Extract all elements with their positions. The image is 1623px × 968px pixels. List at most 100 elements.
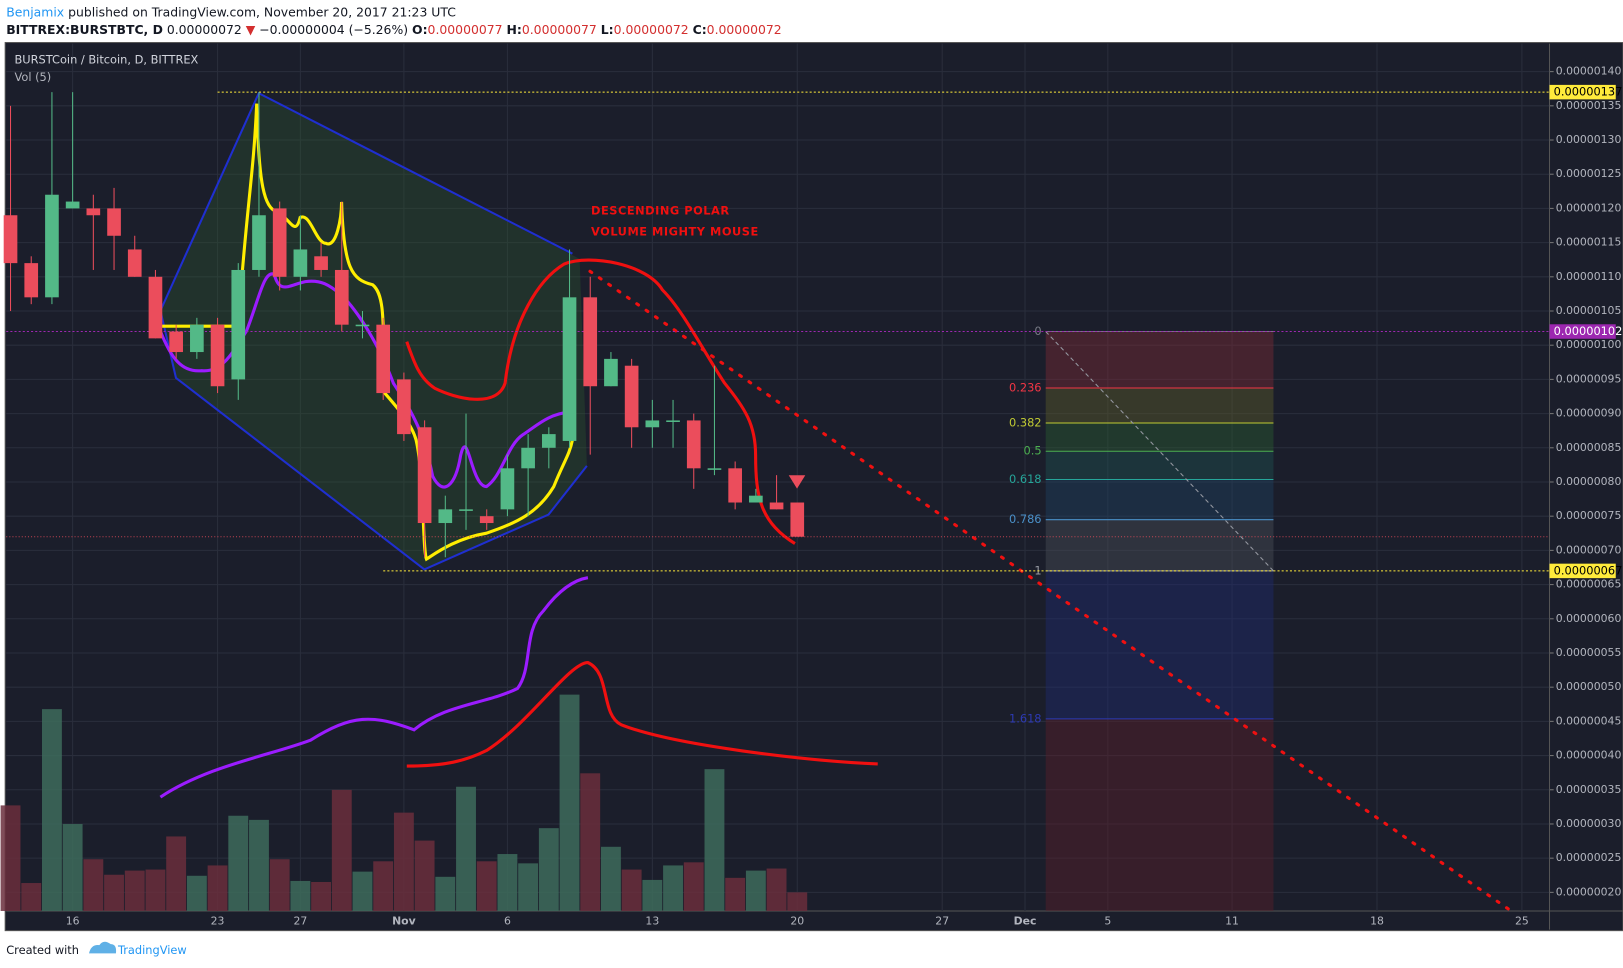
candle-body: [500, 468, 515, 510]
candle-body: [728, 468, 742, 503]
y-tick-label: 0.00000095: [1556, 372, 1622, 385]
volume-bar: [683, 862, 704, 911]
sell-marker: [788, 475, 806, 489]
y-tick-label: 0.00000025: [1556, 851, 1622, 864]
candle-body: [45, 194, 59, 298]
candle-body: [479, 516, 494, 524]
candle-body: [604, 358, 618, 387]
volume-label: Vol (5): [14, 70, 51, 84]
fib-zone: [1045, 718, 1274, 911]
volume-bar: [186, 875, 207, 911]
footer-brand[interactable]: TradingView: [117, 943, 187, 957]
candle-body: [769, 502, 784, 510]
author[interactable]: Benjamix: [6, 4, 64, 19]
volume-bar: [269, 859, 290, 911]
ohlc-key: O:: [412, 22, 428, 37]
volume-bar: [62, 824, 83, 911]
candle-body: [65, 201, 80, 209]
price-tag-label: 0.00000137: [1554, 85, 1623, 99]
yellow-curve: [160, 103, 574, 562]
candle-body: [314, 256, 328, 270]
candle-body: [438, 509, 453, 524]
volume-bar: [228, 815, 249, 911]
candle-body: [790, 502, 805, 537]
volume-bar: [311, 881, 332, 911]
volume-bar: [145, 869, 166, 911]
volume-bar: [559, 694, 580, 911]
volume-bar: [580, 773, 601, 911]
candle-body: [190, 324, 204, 353]
y-tick-label: 0.00000040: [1556, 749, 1622, 762]
last: 0.00000072: [167, 22, 242, 37]
price-tag-label: 0.00000067: [1554, 563, 1623, 577]
candle-body: [749, 495, 763, 503]
fib-trend: [1045, 331, 1274, 572]
x-tick-label: 6: [504, 914, 511, 927]
x-tick-label: 18: [1370, 914, 1384, 927]
candle-body: [562, 297, 577, 441]
x-tick-label: 11: [1225, 914, 1239, 927]
y-tick-label: 0.00000115: [1556, 236, 1622, 249]
candle-body: [169, 331, 183, 353]
y-tick-label: 0.00000055: [1556, 646, 1622, 659]
y-tick-label: 0.00000020: [1556, 885, 1622, 898]
volume-bar: [663, 865, 683, 911]
plot: 0.00000020 0.00000025 0.00000030 0.00000035…: [0, 43, 1623, 930]
volume-bar: [766, 868, 787, 911]
candle-body: [107, 208, 121, 236]
volume-bar: [414, 840, 435, 911]
fib-label: 0.5: [1023, 444, 1041, 458]
candle-body: [272, 208, 287, 277]
volume-bar: [704, 769, 725, 911]
candle-body: [397, 379, 411, 435]
volume-bar: [207, 865, 228, 911]
candle-body: [293, 249, 308, 277]
ohlc-key: C:: [693, 22, 707, 37]
red-volume-curve: [406, 660, 878, 768]
volume-bar: [393, 812, 414, 911]
ohlc-value: 0.00000077: [428, 22, 503, 37]
publish-line: Benjamix published on TradingView.com, N…: [6, 4, 456, 19]
candle-body: [583, 297, 598, 387]
fib-zone: [1045, 519, 1274, 571]
fib-label: 0.786: [1009, 512, 1042, 526]
annotation: VOLUME MIGHTY MOUSE: [591, 224, 759, 238]
candle-body: [334, 269, 349, 325]
y-tick-label: 0.00000090: [1556, 407, 1622, 420]
volume-bar: [621, 869, 642, 911]
y-tick-label: 0.00000035: [1556, 783, 1622, 796]
volume-bar: [21, 883, 42, 911]
volume-bar: [373, 861, 394, 911]
volume-bar: [497, 854, 518, 911]
descending-trend: [588, 269, 1513, 913]
symbol: BITTREX:BURSTBTC, D: [6, 22, 163, 37]
candle-body: [127, 249, 142, 277]
x-tick-label: 23: [211, 914, 225, 927]
volume-bar: [456, 786, 476, 911]
ohlc-value: 0.00000072: [614, 22, 689, 37]
price-tag: [1549, 324, 1616, 339]
purple-volume-curve: [159, 576, 589, 799]
volume-bar: [331, 789, 352, 911]
y-tick-label: 0.00000135: [1556, 99, 1622, 112]
red-curve: [405, 258, 796, 545]
volume-bar: [435, 876, 456, 911]
ohlc-value: 0.00000072: [707, 22, 782, 37]
volume-bar: [0, 805, 21, 911]
candle-body: [459, 509, 473, 511]
y-tick-label: 0.00000045: [1556, 714, 1622, 727]
volume-bar: [787, 892, 808, 911]
ohlc-value: 0.00000077: [522, 22, 597, 37]
annotation: DESCENDING POLAR: [591, 204, 730, 218]
y-tick-label: 0.00000140: [1556, 65, 1622, 78]
volume-bar: [124, 870, 145, 911]
volume-bar: [249, 819, 269, 911]
volume-bar: [352, 871, 373, 911]
x-tick-label: 27: [935, 914, 949, 927]
volume-bar: [600, 846, 621, 911]
fib-zone: [1045, 422, 1274, 452]
fib-zone: [1045, 388, 1274, 423]
fib-label: 1.618: [1009, 711, 1042, 725]
price-tag: [1549, 84, 1616, 100]
volume-bar: [104, 874, 124, 911]
